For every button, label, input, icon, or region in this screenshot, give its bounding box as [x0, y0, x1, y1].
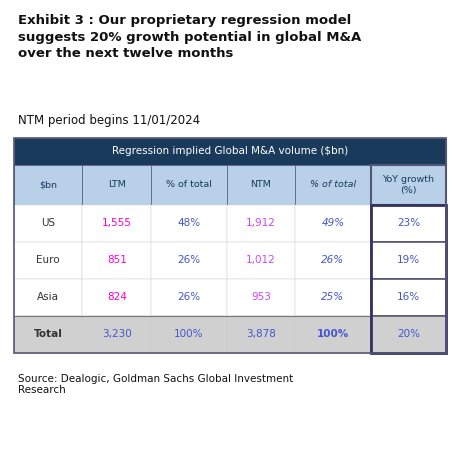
Text: 26%: 26% — [321, 255, 344, 265]
Text: 16%: 16% — [396, 292, 419, 302]
Text: % of total: % of total — [166, 180, 211, 190]
Text: 100%: 100% — [316, 329, 348, 339]
Text: 1,555: 1,555 — [101, 218, 131, 228]
Text: YoY growth
(%): YoY growth (%) — [381, 175, 433, 195]
Text: 3,230: 3,230 — [101, 329, 131, 339]
Text: 1,012: 1,012 — [246, 255, 275, 265]
Text: Regression implied Global M&A volume ($bn): Regression implied Global M&A volume ($b… — [112, 147, 347, 156]
Text: 953: 953 — [251, 292, 270, 302]
Text: % of total: % of total — [309, 180, 355, 190]
Text: 26%: 26% — [177, 255, 200, 265]
Text: 49%: 49% — [321, 218, 344, 228]
Text: 824: 824 — [106, 292, 126, 302]
Text: 26%: 26% — [177, 292, 200, 302]
Text: Total: Total — [34, 329, 62, 339]
Text: Asia: Asia — [37, 292, 59, 302]
Text: NTM period begins 11/01/2024: NTM period begins 11/01/2024 — [18, 114, 200, 127]
Text: Source: Dealogic, Goldman Sachs Global Investment
Research: Source: Dealogic, Goldman Sachs Global I… — [18, 374, 293, 395]
Text: 25%: 25% — [321, 292, 344, 302]
Text: US: US — [41, 218, 55, 228]
Text: 100%: 100% — [174, 329, 203, 339]
Text: 3,878: 3,878 — [246, 329, 275, 339]
Text: LTM: LTM — [107, 180, 125, 190]
Text: 48%: 48% — [177, 218, 200, 228]
Text: 1,912: 1,912 — [246, 218, 275, 228]
Text: 851: 851 — [106, 255, 126, 265]
Text: 20%: 20% — [396, 329, 419, 339]
Text: 23%: 23% — [396, 218, 419, 228]
Text: NTM: NTM — [250, 180, 271, 190]
Text: Exhibit 3 : Our proprietary regression model
suggests 20% growth potential in gl: Exhibit 3 : Our proprietary regression m… — [18, 14, 361, 60]
Text: Euro: Euro — [36, 255, 60, 265]
Text: 19%: 19% — [396, 255, 419, 265]
Text: $bn: $bn — [39, 180, 57, 190]
